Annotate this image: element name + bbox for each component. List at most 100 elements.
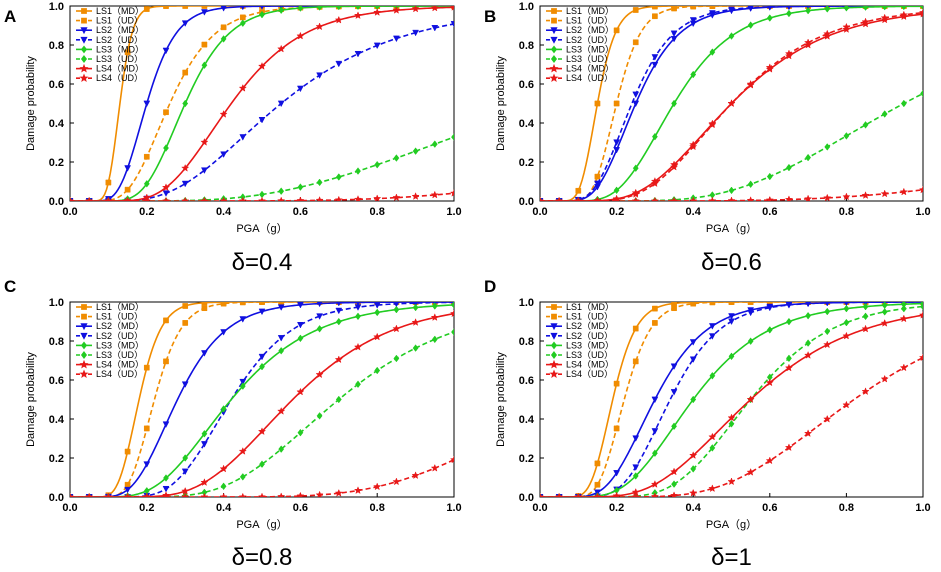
legend: LS1（MD）LS1（UD）LS2（MD）LS2（UD）LS3（MD）LS3（U…	[76, 302, 144, 379]
data-point	[746, 196, 755, 201]
data-point	[728, 32, 735, 40]
data-point	[843, 132, 850, 140]
data-point	[746, 79, 755, 88]
series-line	[70, 302, 454, 497]
data-point	[124, 486, 132, 494]
legend-marker	[81, 313, 87, 320]
data-point	[296, 196, 305, 201]
y-tick-label: 1.0	[49, 1, 64, 13]
y-tick-label: 0.4	[519, 414, 535, 426]
data-point	[392, 35, 400, 43]
data-point	[709, 444, 716, 452]
data-point	[690, 70, 697, 79]
data-point	[297, 183, 304, 191]
data-point	[200, 441, 208, 448]
data-point	[393, 305, 400, 314]
legend-label: LS1（MD）	[96, 6, 144, 16]
legend-label: LS2（UD）	[566, 331, 613, 341]
data-point	[373, 42, 381, 50]
data-point	[747, 6, 754, 12]
data-point	[162, 190, 170, 197]
x-tick-label: 0.8	[839, 206, 854, 218]
data-point	[823, 340, 832, 349]
legend-label: LS3（UD）	[96, 54, 143, 64]
data-point	[670, 363, 678, 370]
data-point	[803, 40, 813, 49]
legend-label: LS4（UD）	[566, 369, 613, 379]
data-point	[918, 353, 923, 362]
data-point	[631, 196, 640, 201]
data-point	[843, 304, 850, 313]
y-tick-label: 0.2	[49, 453, 64, 465]
legend-marker	[551, 8, 557, 14]
data-point	[373, 302, 381, 309]
y-tick-label: 1.0	[519, 297, 534, 309]
data-point	[613, 425, 620, 432]
data-point	[200, 492, 209, 497]
data-point	[353, 11, 363, 20]
data-point	[201, 6, 208, 9]
data-point	[650, 480, 660, 488]
data-point	[259, 362, 265, 371]
legend-label: LS4（UD）	[96, 369, 143, 379]
data-point	[900, 6, 907, 11]
data-point	[430, 6, 439, 12]
chart-panel-b: B 0.0 0.2 0.4 0.6 0.8 1.0 0.0 0.2 0.4 0.6 0.8 1.0 PGA…	[484, 1, 931, 276]
data-point	[355, 312, 361, 321]
data-point	[632, 358, 639, 365]
y-tick-label: 1.0	[49, 297, 64, 309]
data-point	[689, 451, 698, 459]
legend-label: LS3（MD）	[566, 340, 614, 350]
data-point	[805, 6, 812, 15]
data-point	[373, 194, 382, 201]
legend-marker	[551, 313, 557, 320]
data-point	[650, 492, 660, 497]
y-tick-label: 0.4	[519, 118, 535, 130]
data-point	[431, 335, 438, 344]
y-tick-label: 0.8	[49, 336, 64, 348]
data-point	[709, 371, 716, 380]
data-point	[181, 163, 190, 172]
data-point	[124, 165, 132, 172]
data-point	[651, 396, 659, 404]
data-point	[899, 363, 908, 372]
x-tick-label: 1.0	[446, 206, 461, 218]
data-point	[297, 334, 304, 343]
data-point	[709, 302, 716, 306]
data-point	[632, 164, 639, 172]
data-point	[373, 332, 382, 341]
data-point	[411, 6, 420, 13]
data-point	[449, 455, 454, 464]
data-point	[708, 196, 717, 201]
data-point	[411, 192, 420, 200]
data-point	[123, 196, 132, 201]
legend-marker	[549, 369, 559, 379]
data-point	[297, 6, 304, 12]
data-point	[765, 195, 774, 201]
legend-label: LS4（MD）	[566, 64, 614, 74]
data-point	[805, 153, 812, 162]
data-point	[727, 196, 736, 201]
legend-label: LS2（UD）	[96, 331, 143, 341]
data-point	[201, 61, 208, 70]
data-point	[374, 160, 381, 169]
data-point	[632, 100, 640, 108]
data-point	[277, 304, 285, 311]
x-axis-label: PGA（g）	[236, 222, 287, 235]
data-point	[181, 468, 189, 476]
data-point	[767, 6, 773, 11]
data-point	[257, 427, 267, 436]
data-point	[392, 324, 401, 333]
y-tick-label: 1.0	[519, 1, 534, 13]
legend-marker	[80, 332, 88, 340]
data-point	[162, 421, 170, 428]
data-point	[540, 492, 545, 497]
data-point	[278, 302, 285, 305]
legend-label: LS4（MD）	[96, 64, 144, 74]
data-point	[355, 6, 361, 11]
data-point	[842, 192, 851, 201]
legend-label: LS3（MD）	[96, 340, 144, 350]
data-point	[899, 10, 908, 19]
data-point	[104, 492, 113, 497]
data-point	[632, 472, 639, 480]
